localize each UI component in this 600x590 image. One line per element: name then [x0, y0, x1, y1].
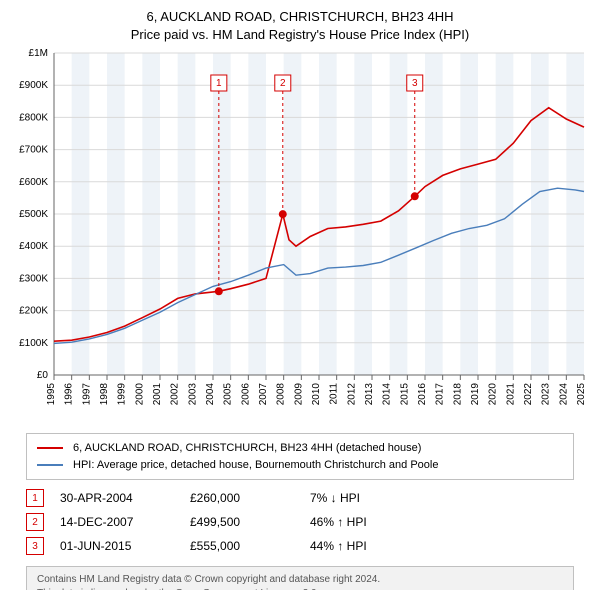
transaction-row: 2 14-DEC-2007 £499,500 46% ↑ HPI [26, 510, 574, 534]
svg-text:1996: 1996 [64, 383, 75, 406]
transaction-marker-1: 1 [26, 489, 44, 507]
legend-label-property: 6, AUCKLAND ROAD, CHRISTCHURCH, BH23 4HH… [73, 440, 421, 457]
transaction-marker-3: 3 [26, 537, 44, 555]
transaction-price: £555,000 [190, 539, 310, 553]
transaction-row: 3 01-JUN-2015 £555,000 44% ↑ HPI [26, 534, 574, 558]
svg-text:2008: 2008 [276, 383, 287, 406]
chart-svg: £0 £100K £200K £300K £400K £500K £600K £700K £80… [0, 47, 600, 425]
svg-text:2009: 2009 [293, 383, 304, 406]
svg-text:£0: £0 [37, 370, 49, 381]
attribution-footer: Contains HM Land Registry data © Crown c… [26, 566, 574, 590]
svg-text:3: 3 [412, 78, 418, 89]
svg-text:2020: 2020 [488, 383, 499, 406]
price-chart: £0 £100K £200K £300K £400K £500K £600K £700K £80… [0, 47, 600, 425]
legend-label-hpi: HPI: Average price, detached house, Bour… [73, 457, 438, 474]
svg-text:£100K: £100K [19, 338, 48, 349]
svg-text:1: 1 [216, 78, 222, 89]
svg-text:2025: 2025 [576, 383, 587, 406]
svg-text:2021: 2021 [505, 383, 516, 406]
legend: 6, AUCKLAND ROAD, CHRISTCHURCH, BH23 4HH… [26, 433, 574, 480]
svg-text:1995: 1995 [46, 383, 57, 406]
svg-text:£900K: £900K [19, 80, 48, 91]
svg-text:2018: 2018 [452, 383, 463, 406]
svg-text:2015: 2015 [399, 383, 410, 406]
svg-text:2005: 2005 [223, 383, 234, 406]
transaction-date: 01-JUN-2015 [60, 539, 190, 553]
svg-text:2000: 2000 [134, 383, 145, 406]
title-block: 6, AUCKLAND ROAD, CHRISTCHURCH, BH23 4HH… [0, 0, 600, 47]
svg-text:2023: 2023 [541, 383, 552, 406]
svg-text:2012: 2012 [346, 383, 357, 406]
svg-text:2013: 2013 [364, 383, 375, 406]
svg-text:2014: 2014 [382, 383, 393, 406]
transaction-date: 14-DEC-2007 [60, 515, 190, 529]
svg-text:£700K: £700K [19, 145, 48, 156]
transaction-date: 30-APR-2004 [60, 491, 190, 505]
legend-item-property: 6, AUCKLAND ROAD, CHRISTCHURCH, BH23 4HH… [37, 440, 563, 457]
svg-text:1997: 1997 [81, 383, 92, 406]
svg-text:2003: 2003 [187, 383, 198, 406]
svg-text:2016: 2016 [417, 383, 428, 406]
svg-text:2006: 2006 [240, 383, 251, 406]
svg-text:£500K: £500K [19, 209, 48, 220]
svg-text:2017: 2017 [435, 383, 446, 406]
svg-text:2002: 2002 [170, 383, 181, 406]
transaction-marker-2: 2 [26, 513, 44, 531]
svg-text:2: 2 [280, 78, 286, 89]
svg-text:2022: 2022 [523, 383, 534, 406]
svg-text:£600K: £600K [19, 177, 48, 188]
transaction-delta: 46% ↑ HPI [310, 515, 460, 529]
svg-text:2010: 2010 [311, 383, 322, 406]
transaction-row: 1 30-APR-2004 £260,000 7% ↓ HPI [26, 486, 574, 510]
footer-line-2: This data is licensed under the Open Gov… [37, 587, 563, 590]
svg-text:2004: 2004 [205, 383, 216, 406]
transactions-table: 1 30-APR-2004 £260,000 7% ↓ HPI 2 14-DEC… [26, 486, 574, 558]
svg-text:2001: 2001 [152, 383, 163, 406]
svg-text:2024: 2024 [558, 383, 569, 406]
legend-item-hpi: HPI: Average price, detached house, Bour… [37, 457, 563, 474]
svg-text:2007: 2007 [258, 383, 269, 406]
legend-swatch-hpi [37, 464, 63, 466]
svg-text:1998: 1998 [99, 383, 110, 406]
svg-text:£1M: £1M [29, 48, 48, 59]
transaction-delta: 7% ↓ HPI [310, 491, 460, 505]
transaction-price: £260,000 [190, 491, 310, 505]
svg-text:£200K: £200K [19, 306, 48, 317]
title-line-2: Price paid vs. HM Land Registry's House … [10, 26, 590, 44]
svg-text:£800K: £800K [19, 112, 48, 123]
transaction-delta: 44% ↑ HPI [310, 539, 460, 553]
svg-text:2011: 2011 [329, 383, 340, 405]
transaction-price: £499,500 [190, 515, 310, 529]
legend-swatch-property [37, 447, 63, 449]
svg-text:£300K: £300K [19, 273, 48, 284]
footer-line-1: Contains HM Land Registry data © Crown c… [37, 573, 563, 587]
svg-text:2019: 2019 [470, 383, 481, 406]
title-line-1: 6, AUCKLAND ROAD, CHRISTCHURCH, BH23 4HH [10, 8, 590, 26]
svg-text:1999: 1999 [117, 383, 128, 406]
svg-text:£400K: £400K [19, 241, 48, 252]
